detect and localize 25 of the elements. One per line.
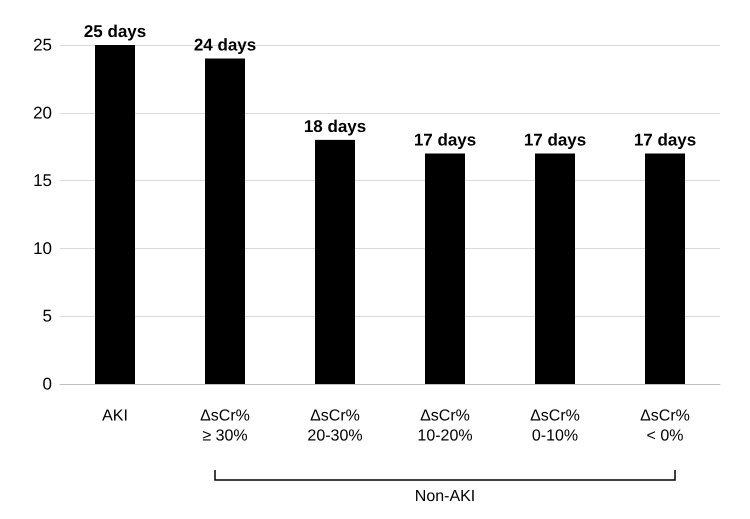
bar [535,153,575,384]
x-tick-label: AKI [102,408,128,424]
bar [645,153,685,384]
y-tick-label: 25 [33,36,52,54]
bar [95,45,135,384]
y-tick-label: 10 [33,238,52,258]
text: Non-AKI [414,488,476,506]
data-label: 24 days [194,36,256,55]
x-tick-label: ΔsCr% 20-30% [307,408,363,444]
bar [425,153,465,384]
data-label: 17 days [414,130,476,150]
data-label: 18 days [304,116,366,136]
bar [205,58,245,384]
y-tick-label: 5 [42,306,52,326]
data-label: 17 days [634,130,696,150]
x-tick-label: ΔsCr% < 0% [640,408,690,444]
data-label: 25 days [84,22,146,41]
x-tick-label: ΔsCr% ≥ 30% [200,408,250,444]
data-label: 17 days [524,130,586,150]
y-tick-label: 0 [42,374,52,394]
y-tick-label: 20 [33,103,52,122]
x-tick-label: ΔsCr% 10-20% [417,408,473,444]
y-tick-label: 15 [33,171,52,190]
bar [315,140,355,384]
x-tick-label: ΔsCr% 0-10% [530,408,580,444]
